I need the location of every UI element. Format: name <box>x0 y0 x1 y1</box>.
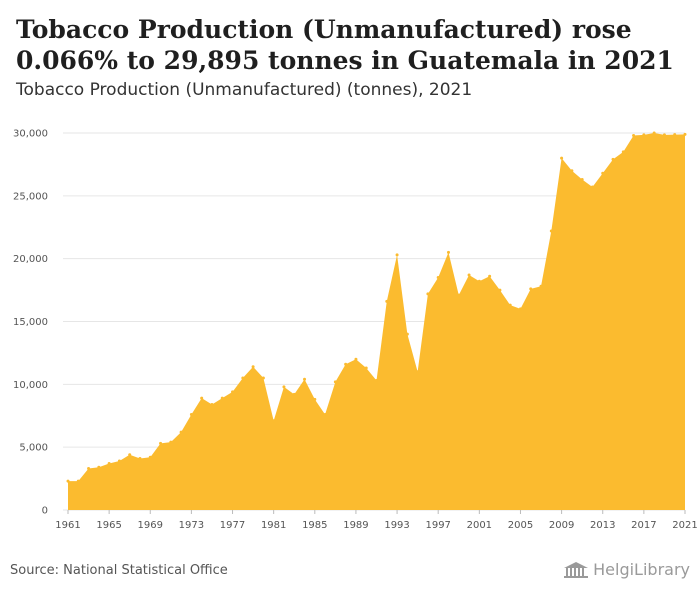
x-tick-label: 2013 <box>590 520 615 531</box>
x-tick-label: 2005 <box>508 520 533 531</box>
data-point-1982 <box>282 385 286 389</box>
data-point-1976 <box>220 396 224 400</box>
data-point-1981 <box>272 419 276 423</box>
data-point-1988 <box>344 362 348 366</box>
data-point-1962 <box>76 479 80 483</box>
x-tick-label: 2001 <box>467 520 492 531</box>
data-point-1975 <box>210 402 214 406</box>
data-point-2003 <box>498 288 502 292</box>
data-point-1964 <box>97 465 101 469</box>
y-tick-label: 25,000 <box>13 191 48 202</box>
y-tick-label: 0 <box>42 506 48 517</box>
data-point-2005 <box>518 307 522 311</box>
x-tick-label: 1973 <box>179 520 204 531</box>
data-point-1974 <box>200 396 204 400</box>
data-point-1987 <box>333 380 337 384</box>
data-point-2010 <box>570 169 574 173</box>
data-point-2004 <box>508 303 512 307</box>
data-point-1996 <box>426 292 430 296</box>
data-point-1963 <box>87 467 91 471</box>
data-point-1979 <box>251 365 255 369</box>
data-point-1966 <box>117 459 121 463</box>
area-chart: 0 5,000 10,000 15,000 20,000 25,000 30,000 196… <box>13 129 698 532</box>
chart-title: Tobacco Production (Unmanufactured) rose… <box>16 15 674 75</box>
data-point-2007 <box>539 284 543 288</box>
y-tick-label: 5,000 <box>19 443 48 454</box>
data-point-2015 <box>621 150 625 154</box>
data-point-1999 <box>457 293 461 297</box>
data-point-1998 <box>446 250 450 254</box>
data-point-1991 <box>375 379 378 383</box>
y-tick-label: 20,000 <box>13 254 48 265</box>
x-tick-label: 2017 <box>631 520 656 531</box>
data-point-1984 <box>303 377 307 381</box>
data-point-1971 <box>169 440 173 444</box>
data-point-1973 <box>189 412 193 416</box>
data-point-1977 <box>231 390 235 394</box>
data-point-1993 <box>395 253 399 257</box>
data-point-1978 <box>241 376 245 380</box>
data-point-1969 <box>148 455 152 459</box>
data-point-1980 <box>261 376 265 380</box>
x-tick-label: 1969 <box>138 520 163 531</box>
data-point-2009 <box>560 156 564 160</box>
x-tick-label: 1989 <box>343 520 368 531</box>
data-point-2013 <box>601 171 605 175</box>
data-point-2018 <box>652 131 656 135</box>
data-point-2020 <box>673 133 677 137</box>
data-point-1970 <box>159 441 163 445</box>
data-point-1985 <box>313 397 317 401</box>
data-point-1989 <box>354 357 358 361</box>
x-tick-label: 1997 <box>425 520 450 531</box>
data-point-2014 <box>611 157 615 161</box>
data-point-1983 <box>292 392 296 396</box>
x-tick-label: 1993 <box>384 520 409 531</box>
data-point-2012 <box>590 185 594 189</box>
data-point-1986 <box>323 412 327 416</box>
x-tick-label: 1985 <box>302 520 327 531</box>
source-note: Source: National Statistical Office <box>10 563 228 578</box>
data-point-2001 <box>477 279 481 283</box>
x-axis-ticks: 1961 1965 1969 1973 1977 1981 1985 1989 1993 1997… <box>55 510 698 531</box>
data-point-1968 <box>138 456 142 460</box>
data-point-2016 <box>632 134 636 138</box>
data-point-2008 <box>549 229 553 233</box>
data-point-1965 <box>107 462 111 465</box>
data-point-1972 <box>179 430 183 434</box>
data-point-1961 <box>66 479 70 483</box>
y-tick-label: 10,000 <box>13 380 48 391</box>
data-point-2019 <box>662 133 666 137</box>
data-point-1990 <box>364 366 368 370</box>
brand-name: HelgiLibrary <box>593 560 690 579</box>
series-area <box>68 133 685 510</box>
data-point-1994 <box>405 332 409 336</box>
data-point-2011 <box>580 178 584 181</box>
y-axis-ticks: 0 5,000 10,000 15,000 20,000 25,000 30,000 <box>13 129 48 517</box>
data-point-1995 <box>416 370 420 374</box>
x-tick-label: 2009 <box>549 520 574 531</box>
data-point-2002 <box>488 274 492 278</box>
data-point-1967 <box>128 453 132 457</box>
x-tick-label: 2021 <box>672 520 697 531</box>
data-point-1992 <box>385 299 389 303</box>
data-point-2017 <box>642 133 646 137</box>
area-series <box>66 131 687 510</box>
chart-subtitle: Tobacco Production (Unmanufactured) (ton… <box>16 80 473 100</box>
data-point-2000 <box>467 273 471 277</box>
x-tick-label: 1981 <box>261 520 286 531</box>
brand-logo[interactable]: HelgiLibrary <box>563 560 690 579</box>
y-tick-label: 30,000 <box>13 129 48 140</box>
y-tick-label: 15,000 <box>13 317 48 328</box>
x-tick-label: 1965 <box>96 520 121 531</box>
data-point-2021 <box>683 132 687 136</box>
library-building-icon <box>564 561 589 578</box>
data-point-2006 <box>529 287 533 291</box>
x-tick-label: 1977 <box>220 520 245 531</box>
x-tick-label: 1961 <box>55 520 80 531</box>
data-point-1997 <box>436 276 440 280</box>
